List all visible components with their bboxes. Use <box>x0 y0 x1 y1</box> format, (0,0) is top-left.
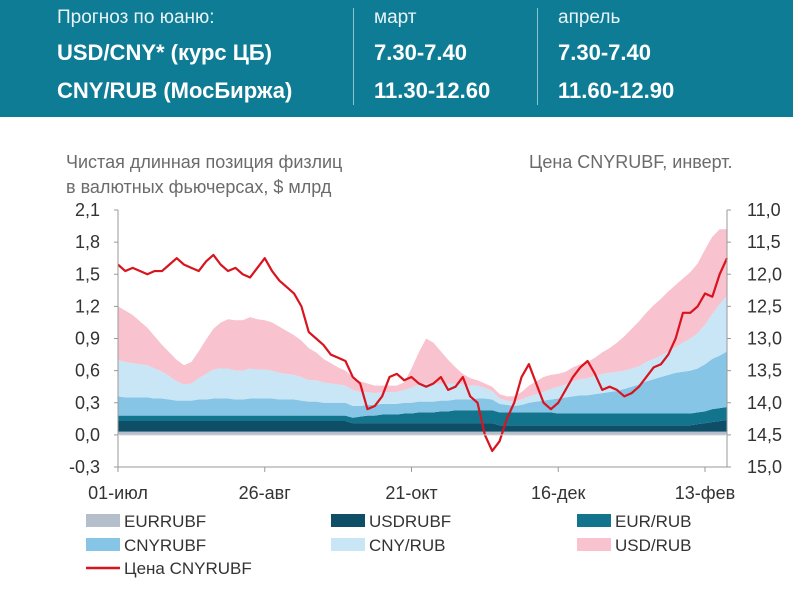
area-eurrubf <box>118 431 727 435</box>
legend-label-usdrubf: USDRUBF <box>369 512 451 531</box>
x-tick-label: 13-фев <box>675 483 735 503</box>
y-tick-label: 0,3 <box>75 393 100 413</box>
y2-tick-label: 11,5 <box>747 232 781 252</box>
legend-label-eur-rub: EUR/RUB <box>615 512 692 531</box>
area-cnyrubf <box>118 351 727 418</box>
y-tick-label: 0,9 <box>75 329 100 349</box>
y2-tick-label: 14,5 <box>747 425 782 445</box>
row-usdcny-march: 7.30-7.40 <box>374 40 467 65</box>
legend-swatch-eur-rub <box>577 514 611 527</box>
legend-swatch-usd-rub <box>577 538 611 551</box>
legend-label-cnyrubf: CNYRUBF <box>124 536 206 555</box>
forecast-banner: Прогноз по юаню: март апрель USD/CNY* (к… <box>0 0 793 117</box>
legend-swatch-usdrubf <box>331 514 365 527</box>
y-tick-label: 1,2 <box>75 296 100 316</box>
y2-tick-label: 15,0 <box>747 457 782 477</box>
row-usdcny-label: USD/CNY* (курс ЦБ) <box>57 40 272 65</box>
legend-swatch-cny-rub <box>331 538 365 551</box>
legend-label-price-line: Цена CNYRUBF <box>124 559 252 578</box>
month-march: март <box>374 7 417 28</box>
y2-tick-label: 14,0 <box>747 393 782 413</box>
area-usdrubf <box>118 419 727 432</box>
legend-swatch-cnyrubf <box>86 538 120 551</box>
row-cnyrub-march: 11.30-12.60 <box>374 78 491 103</box>
legend-label-eurrubf: EURRUBF <box>124 512 206 531</box>
left-axis-title-line2: в валютных фьючерсах, $ млрд <box>66 177 332 197</box>
y2-tick-label: 12,5 <box>747 296 782 316</box>
y2-tick-label: 13,5 <box>747 361 782 381</box>
y-tick-label: 0,6 <box>75 361 100 381</box>
legend-swatch-eurrubf <box>86 514 120 527</box>
right-axis-title: Цена CNYRUBF, инверт. <box>529 152 733 172</box>
y2-tick-label: 12,0 <box>747 264 782 284</box>
x-tick-label: 26-авг <box>239 483 292 503</box>
area-eur-rub <box>118 407 727 426</box>
legend-label-usd-rub: USD/RUB <box>615 536 692 555</box>
month-april: апрель <box>558 7 621 28</box>
left-axis-title-line1: Чистая длинная позиция физлиц <box>66 152 343 172</box>
y2-tick-label: 11,0 <box>747 200 781 220</box>
forecast-title: Прогноз по юаню: <box>57 7 215 28</box>
y2-tick-label: 13,0 <box>747 329 782 349</box>
row-usdcny-april: 7.30-7.40 <box>558 40 651 65</box>
area-usd-rub <box>118 229 727 402</box>
y-tick-label: 2,1 <box>75 200 100 220</box>
line-cnyrubf-price <box>117 253 729 453</box>
y-tick-label: 0,0 <box>75 425 100 445</box>
row-cnyrub-april: 11.60-12.90 <box>558 78 675 103</box>
legend-label-cny-rub: CNY/RUB <box>369 536 446 555</box>
y-tick-label: 1,8 <box>75 232 100 252</box>
y-tick-label: -0,3 <box>69 457 100 477</box>
banner-divider <box>353 8 354 105</box>
y-tick-label: 1,5 <box>75 264 100 284</box>
banner-divider <box>537 8 538 105</box>
x-tick-label: 21-окт <box>385 483 437 503</box>
x-tick-label: 16-дек <box>531 483 586 503</box>
row-cnyrub-label: CNY/RUB (МосБиржа) <box>57 78 293 103</box>
area-cny-rub <box>118 295 727 406</box>
x-tick-label: 01-июл <box>88 483 148 503</box>
